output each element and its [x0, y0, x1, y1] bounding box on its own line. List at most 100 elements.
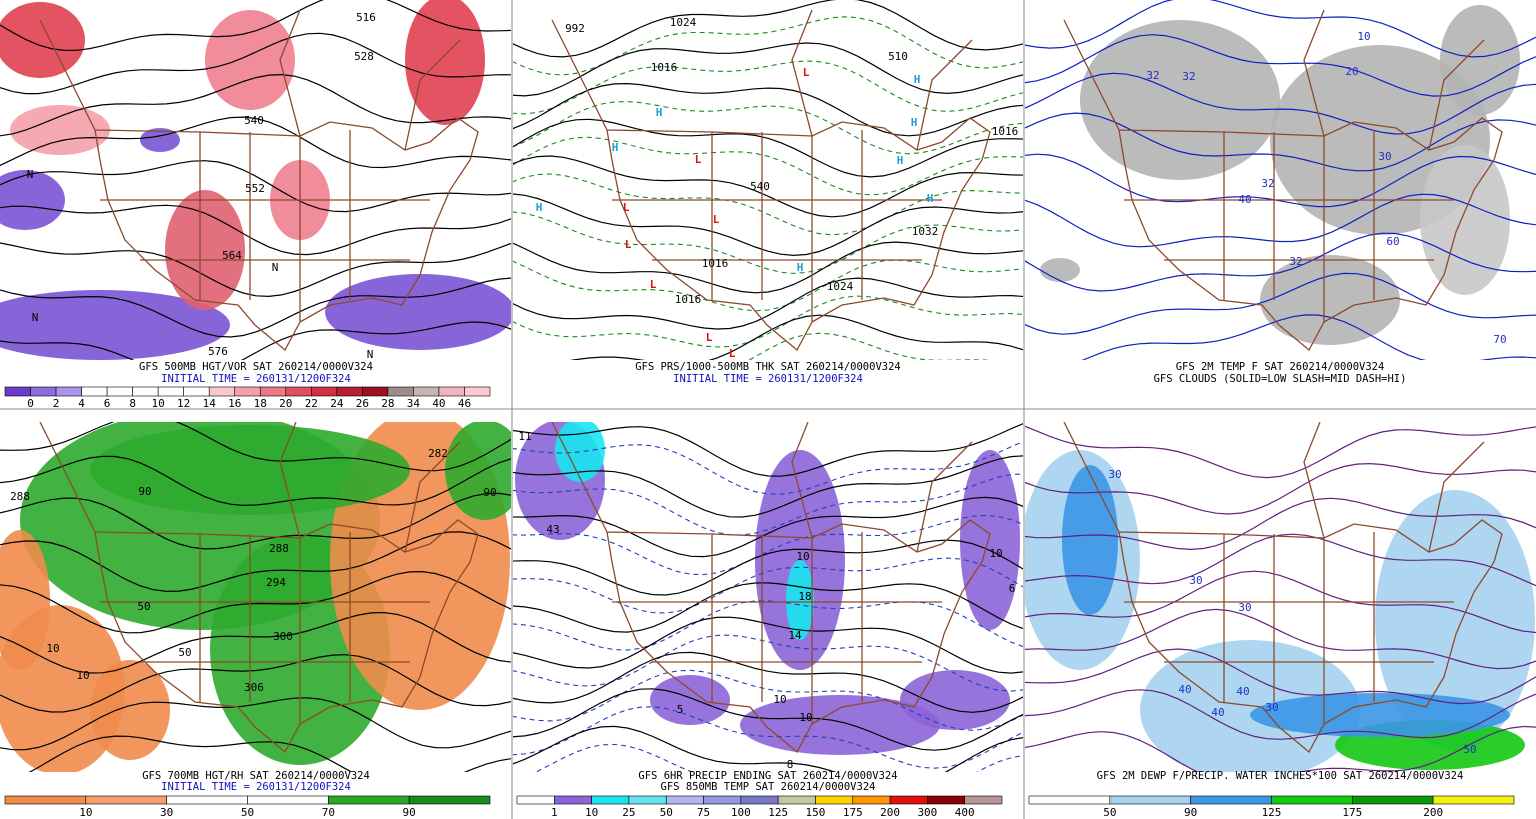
map-label: 11	[518, 430, 531, 443]
map-label: L	[729, 347, 736, 360]
colorbar-label: 25	[622, 806, 635, 819]
contour-dashed	[513, 634, 1023, 692]
map-label: 40	[1178, 683, 1191, 696]
map-label: H	[612, 141, 619, 154]
map	[1025, 0, 1536, 360]
colorbar-box	[234, 386, 261, 397]
shaded-region	[90, 425, 410, 515]
colorbar-label: 125	[768, 806, 788, 819]
map-label: 1032	[912, 225, 939, 238]
colorbar-label: 1	[551, 806, 558, 819]
contour	[0, 321, 511, 360]
map-label: 6	[1009, 582, 1016, 595]
colorbar-label: 14	[203, 397, 217, 410]
contour	[513, 455, 1023, 518]
colorbar-box	[852, 795, 891, 805]
contour	[513, 496, 1023, 558]
map-label: 43	[546, 523, 559, 536]
map-label: 10	[796, 550, 809, 563]
shaded-region	[1440, 5, 1520, 115]
colorbar-box	[362, 386, 389, 397]
map-label: 32	[1146, 69, 1159, 82]
map-label: 282	[428, 447, 448, 460]
map-label: 60	[1386, 235, 1399, 248]
contour	[0, 160, 511, 213]
map-label: 32	[1289, 255, 1302, 268]
contour	[0, 455, 511, 507]
colorbar-label: 10	[585, 806, 598, 819]
contour	[513, 0, 1023, 58]
colorbar-box	[438, 386, 465, 397]
colorbar-label: 18	[254, 397, 267, 410]
contour	[1025, 648, 1536, 705]
map-label: H	[656, 106, 663, 119]
panel-title: GFS PRS/1000-500MB THK SAT 260214/0000V3…	[635, 361, 901, 373]
map-label: 32	[1261, 177, 1274, 190]
map-label: 30	[1108, 468, 1121, 481]
contour	[1025, 153, 1536, 208]
map-label: 306	[244, 681, 264, 694]
map-label: 14	[788, 629, 802, 642]
contour	[513, 539, 1023, 596]
contour	[1025, 232, 1536, 292]
contour	[569, 314, 1023, 360]
map-label: N	[272, 261, 279, 274]
colorbar-label: 50	[241, 806, 254, 819]
panel-subtitle: INITIAL TIME = 260131/1200F324	[161, 373, 351, 385]
colorbar-label: 46	[458, 397, 471, 410]
contour	[0, 570, 511, 634]
colorbar-box	[1432, 795, 1515, 805]
colorbar-label: 40	[432, 397, 445, 410]
colorbar-box	[628, 795, 667, 805]
colorbar-label: 10	[79, 806, 92, 819]
contour	[513, 155, 1023, 218]
colorbar-label: 10	[152, 397, 165, 410]
contour	[0, 611, 511, 674]
map-label: 992	[565, 22, 585, 35]
map-label: 1024	[827, 280, 854, 293]
panel-title: GFS 2M TEMP F SAT 260214/0000V324	[1176, 361, 1385, 373]
contour	[513, 118, 1023, 178]
shaded-region	[1420, 145, 1510, 295]
map-label: 40	[1238, 193, 1251, 206]
contour	[513, 651, 1023, 713]
map-label: 90	[138, 485, 151, 498]
colorbar-label: 125	[1262, 806, 1282, 819]
contour	[1025, 34, 1536, 97]
colorbar-label: 8	[129, 397, 136, 410]
map-label: 540	[244, 114, 264, 127]
map-label: N	[32, 311, 39, 324]
colorbar-label: 26	[356, 397, 369, 410]
colorbar-label: 34	[407, 397, 421, 410]
colorbar-box	[1190, 795, 1272, 805]
colorbar-box	[464, 386, 491, 397]
contour	[513, 82, 1023, 137]
contour-dashed	[513, 295, 1023, 348]
colorbar-box	[1271, 795, 1353, 805]
colorbar-box	[259, 386, 287, 397]
map-label: 540	[750, 180, 770, 193]
map-label: H	[797, 261, 804, 274]
shaded-region	[10, 105, 110, 155]
panel-subtitle: INITIAL TIME = 260131/1200F324	[161, 781, 351, 793]
map-label: N	[367, 348, 374, 361]
colorbar-label: 30	[160, 806, 173, 819]
colorbar-box	[4, 795, 87, 805]
panel-subtitle: GFS CLOUDS (SOLID=LOW SLASH=MID DASH=HI)	[1154, 373, 1407, 385]
map-label: 1016	[675, 293, 702, 306]
map-label: H	[897, 154, 904, 167]
panel-title: GFS 700MB HGT/RH SAT 260214/0000V324	[142, 770, 370, 782]
contour-dashed	[513, 473, 1023, 536]
colorbar-label: 28	[381, 397, 394, 410]
contour	[513, 582, 1023, 633]
colorbar-label: 175	[1342, 806, 1362, 819]
contour	[0, 697, 511, 751]
map-label: L	[803, 66, 810, 79]
colorbar-box	[4, 386, 31, 397]
colorbar-box	[311, 386, 338, 397]
map-label: 5	[677, 703, 684, 716]
contour	[513, 725, 1023, 772]
contour	[1081, 314, 1536, 360]
map-label: L	[706, 331, 713, 344]
